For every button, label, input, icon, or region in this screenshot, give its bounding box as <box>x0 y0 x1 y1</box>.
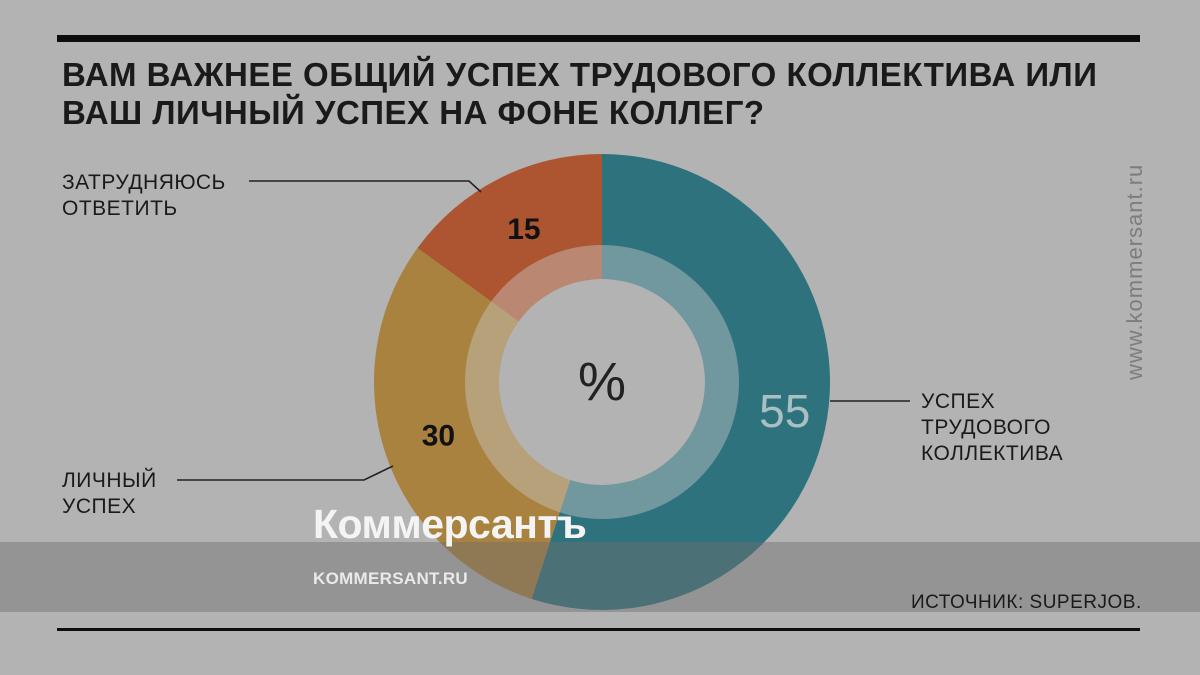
label-unsure: ЗАТРУДНЯЮСЬ ОТВЕТИТЬ <box>62 170 242 222</box>
value-label-team: 55 <box>759 385 810 437</box>
slice-unsure <box>417 154 602 322</box>
watermark-band <box>0 542 1200 612</box>
value-label-unsure: 15 <box>507 213 540 246</box>
label-team-line1: УСПЕХ <box>921 390 996 413</box>
slice-personal <box>373 247 571 599</box>
center-unit-label: % <box>578 352 626 412</box>
label-unsure-line2: ОТВЕТИТЬ <box>62 197 178 220</box>
leader-line-unsure <box>249 180 482 193</box>
label-personal-line2: УСПЕХ <box>62 495 137 518</box>
label-unsure-line1: ЗАТРУДНЯЮСЬ <box>62 171 226 194</box>
inner-ring <box>465 245 739 519</box>
top-rule <box>57 35 1140 42</box>
label-team-line3: КОЛЛЕКТИВА <box>921 442 1064 465</box>
watermark-logo: Коммерсантъ <box>313 501 587 547</box>
slice-team <box>531 154 830 610</box>
watermark-url: KOMMERSANT.RU <box>313 569 469 588</box>
value-label-personal: 30 <box>422 420 455 453</box>
label-personal-line1: ЛИЧНЫЙ <box>62 469 157 492</box>
leader-line-personal <box>177 465 394 481</box>
label-team: УСПЕХ ТРУДОВОГО КОЛЛЕКТИВА <box>921 389 1101 467</box>
chart-title: ВАМ ВАЖНЕЕ ОБЩИЙ УСПЕХ ТРУДОВОГО КОЛЛЕКТ… <box>62 56 1098 131</box>
source-note: ИСТОЧНИК: SUPERJOB. <box>911 592 1142 613</box>
label-personal: ЛИЧНЫЙ УСПЕХ <box>62 468 182 520</box>
bottom-rule <box>57 628 1140 631</box>
label-team-line2: ТРУДОВОГО <box>921 416 1051 439</box>
